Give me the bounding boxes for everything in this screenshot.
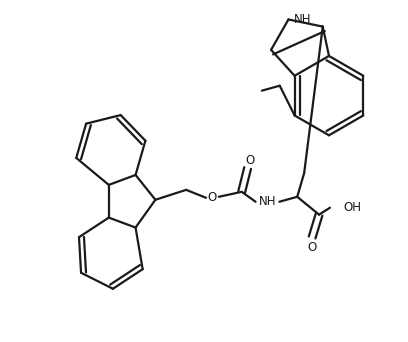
Text: O: O (207, 191, 217, 204)
Text: O: O (245, 154, 254, 167)
Text: O: O (308, 241, 317, 254)
Text: NH: NH (293, 13, 311, 26)
Text: OH: OH (344, 201, 362, 214)
Text: NH: NH (259, 195, 276, 208)
